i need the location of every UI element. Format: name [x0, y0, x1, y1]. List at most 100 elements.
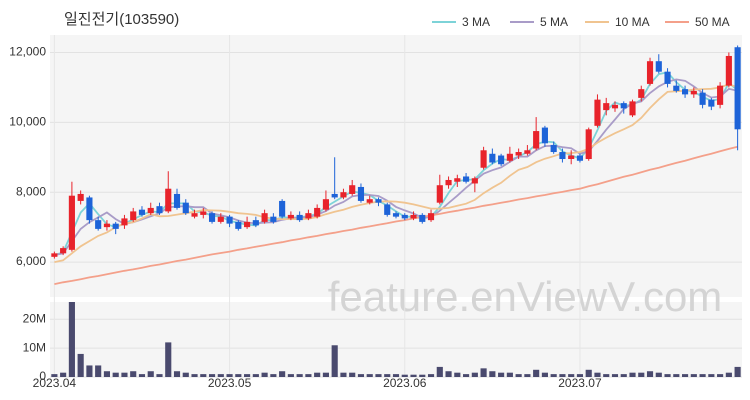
- volume-bar: [86, 365, 93, 377]
- candle-body: [95, 220, 102, 229]
- x-tick-label: 2023.05: [208, 376, 252, 390]
- volume-bar: [279, 371, 286, 377]
- volume-bar: [734, 366, 741, 377]
- volume-bar: [366, 374, 373, 377]
- volume-bar: [681, 374, 689, 377]
- candle-body: [261, 213, 268, 222]
- volume-bar: [708, 374, 715, 377]
- volume-bar: [541, 372, 548, 377]
- volume-bar: [331, 345, 338, 377]
- candle-body: [681, 89, 689, 95]
- candle-body: [603, 103, 610, 111]
- volume-bar: [296, 374, 303, 377]
- candle-body: [480, 150, 487, 168]
- candle-body: [576, 155, 584, 161]
- volume-bar: [138, 374, 146, 377]
- candle-body: [182, 202, 189, 214]
- volume-bar: [568, 374, 575, 377]
- candle-body: [410, 214, 417, 219]
- candle-body: [60, 248, 67, 254]
- volume-bar: [717, 374, 724, 377]
- candle-body: [287, 214, 294, 219]
- candle-body: [699, 92, 706, 105]
- volume-tick-label: 0: [39, 369, 46, 383]
- volume-bar: [305, 374, 312, 377]
- candle-body: [524, 150, 531, 154]
- candle-body: [463, 176, 470, 182]
- volume-bar: [322, 372, 329, 377]
- candle-body: [708, 99, 715, 107]
- y-tick-label: 12,000: [9, 45, 46, 59]
- volume-bar: [349, 372, 356, 377]
- candle-body: [147, 207, 154, 214]
- ma-line: [54, 83, 738, 263]
- candle-body: [156, 206, 163, 214]
- volume-bar: [725, 372, 732, 377]
- candle-body: [349, 185, 356, 194]
- legend-label: 50 MA: [695, 15, 730, 29]
- candle-body: [717, 85, 724, 105]
- candle-body: [664, 71, 671, 84]
- volume-bar: [191, 374, 198, 377]
- volume-bar: [112, 372, 119, 377]
- volume-tick-label: 20M: [23, 311, 46, 325]
- volume-bar: [524, 374, 531, 377]
- volume-bar: [252, 374, 259, 377]
- x-tick-label: 2023.06: [383, 376, 427, 390]
- candle-body: [279, 200, 286, 217]
- x-tick-label: 2023.07: [558, 376, 602, 390]
- volume-bar: [314, 372, 321, 377]
- candle-body: [366, 199, 373, 203]
- volume-bar: [401, 374, 408, 377]
- candle-body: [77, 193, 84, 201]
- candle-body: [103, 223, 111, 228]
- candle-body: [357, 186, 365, 201]
- volume-tick-label: 10M: [23, 340, 46, 354]
- volume-bar: [287, 374, 294, 377]
- volume-bar: [480, 368, 487, 377]
- candle-body: [638, 89, 645, 98]
- volume-bar: [454, 372, 461, 377]
- candle-body: [217, 216, 224, 222]
- volume-bar: [611, 374, 619, 377]
- legend-label: 3 MA: [462, 15, 490, 29]
- candle-body: [533, 131, 540, 149]
- candle-body: [690, 90, 697, 95]
- volume-bar: [576, 374, 584, 377]
- chart-title: 일진전기(103590): [64, 11, 179, 28]
- volume-bar: [244, 374, 251, 377]
- volume-bar: [463, 374, 470, 377]
- candle-body: [305, 213, 312, 219]
- candle-body: [296, 214, 303, 221]
- volume-bar: [173, 371, 181, 377]
- candle-body: [252, 220, 259, 226]
- volume-bar: [156, 374, 163, 377]
- candle-body: [620, 103, 627, 109]
- candle-body: [51, 253, 58, 257]
- volume-bar: [594, 372, 601, 377]
- candle-body: [86, 197, 93, 221]
- candle-body: [673, 85, 680, 91]
- volume-bar: [270, 374, 277, 377]
- candle-body: [138, 209, 146, 215]
- volume-bar: [690, 374, 697, 377]
- ma-line: [54, 145, 738, 285]
- volume-bar: [559, 374, 566, 377]
- y-tick-label: 10,000: [9, 115, 46, 129]
- price-panel: [50, 35, 742, 297]
- volume-bar: [77, 353, 84, 377]
- candle-body: [454, 178, 461, 182]
- candle-body: [270, 216, 277, 222]
- volume-bar: [357, 374, 365, 377]
- volume-bar: [471, 372, 478, 377]
- volume-bar: [130, 371, 137, 377]
- candle-body: [375, 199, 382, 203]
- volume-bar: [375, 374, 382, 377]
- candle-body: [541, 127, 548, 144]
- volume-bar: [445, 371, 452, 377]
- volume-bar: [603, 374, 610, 377]
- volume-bar: [340, 372, 347, 377]
- volume-bar: [121, 372, 128, 377]
- candle-body: [550, 145, 557, 153]
